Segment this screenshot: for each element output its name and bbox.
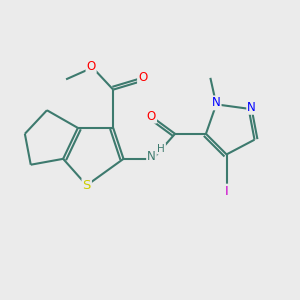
Text: O: O <box>86 60 96 73</box>
Text: S: S <box>82 179 91 192</box>
Text: O: O <box>147 110 156 123</box>
Text: N: N <box>147 150 156 163</box>
Text: O: O <box>138 71 147 84</box>
Text: N: N <box>247 101 256 114</box>
Text: N: N <box>212 96 220 110</box>
Text: I: I <box>225 185 228 198</box>
Text: H: H <box>157 143 165 154</box>
